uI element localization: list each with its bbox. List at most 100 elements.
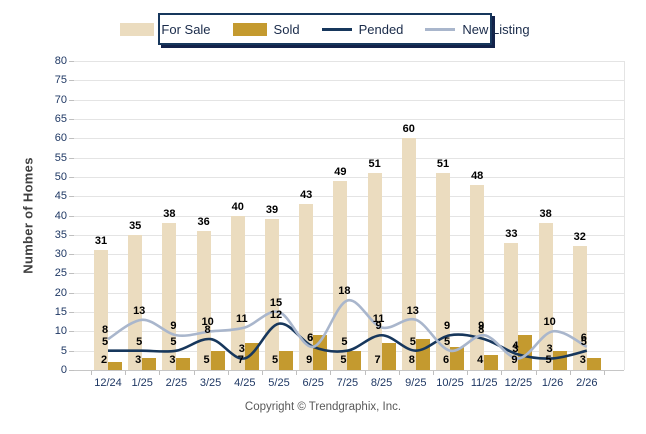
x-tick-label: 11/25: [470, 377, 498, 389]
sold-bar: [586, 358, 601, 370]
gridline: [74, 273, 624, 275]
for-sale-bar: [94, 250, 108, 370]
for-sale-value-label: 39: [265, 204, 279, 217]
sold-value-label: 7: [374, 354, 381, 366]
y-tick-mark: [69, 99, 74, 101]
pended-value-label: 4: [512, 339, 519, 352]
pended-value-label: 9: [375, 320, 382, 333]
y-tick-mark: [69, 118, 74, 120]
y-tick-label: 45: [54, 190, 67, 203]
x-tick-label: 3/25: [199, 377, 222, 389]
for-sale-value-label: 36: [197, 215, 210, 228]
y-tick-mark: [69, 176, 74, 178]
pended-value-label: 3: [546, 343, 553, 356]
gridline: [74, 80, 624, 82]
for-sale-value-label: 31: [94, 235, 108, 248]
x-tick-mark: [364, 371, 366, 375]
gridline: [74, 176, 624, 178]
legend: For Sale Sold Pended New Listing: [120, 13, 530, 45]
x-tick-label: 1/26: [541, 377, 564, 389]
x-tick-mark: [569, 371, 571, 375]
pended-value-label: 5: [101, 335, 109, 348]
y-tick-label: 50: [54, 170, 67, 183]
y-tick-mark: [69, 138, 74, 140]
pended-value-label: 9: [443, 320, 451, 333]
y-tick-label: 80: [54, 55, 67, 67]
x-tick-label: 5/25: [268, 377, 290, 389]
x-tick-mark: [159, 371, 161, 375]
for-sale-value-label: 51: [436, 158, 450, 170]
new-listing-value-label: 5: [443, 335, 451, 348]
for-sale-value-label: 38: [163, 208, 176, 221]
x-tick-mark: [261, 371, 263, 375]
y-tick-label: 0: [60, 364, 67, 376]
y-tick-label: 5: [60, 344, 67, 357]
sold-swatch-icon: [232, 22, 267, 36]
gridline: [74, 234, 624, 236]
for-sale-value-label: 43: [300, 188, 313, 201]
pended-value-label: 5: [341, 335, 348, 348]
sold-value-label: 3: [169, 354, 176, 366]
for-sale-value-label: 51: [368, 158, 381, 170]
gridline: [74, 370, 624, 371]
sold-value-label: 3: [579, 354, 586, 366]
x-tick-label: 2/26: [576, 377, 598, 389]
new-listing-value-label: 10: [201, 316, 214, 329]
for-sale-value-label: 49: [334, 165, 347, 178]
y-tick-mark: [69, 215, 74, 217]
y-tick-label: 10: [54, 325, 67, 338]
sold-value-label: 5: [203, 354, 210, 366]
y-tick-label: 70: [54, 93, 67, 106]
gridline: [74, 61, 624, 62]
legend-item-for-sale: For Sale: [120, 22, 211, 37]
y-tick-label: 25: [54, 267, 67, 280]
y-tick-label: 15: [54, 306, 67, 319]
gridline: [74, 118, 624, 120]
sold-bar: [176, 358, 191, 370]
legend-item-new-listing: New Listing: [425, 21, 530, 37]
y-tick-mark: [69, 370, 74, 371]
new-listing-value-label: 8: [101, 324, 109, 337]
pended-value-label: 6: [307, 331, 314, 344]
new-listing-value-label: 6: [580, 331, 587, 344]
y-tick-label: 30: [54, 248, 67, 261]
plot-right-edge: [624, 61, 625, 370]
x-tick-mark: [603, 371, 605, 375]
new-listing-value-label: 13: [406, 304, 419, 317]
for-sale-value-label: 32: [573, 231, 586, 244]
new-listing-value-label: 18: [338, 285, 351, 298]
pended-value-label: 5: [409, 335, 416, 348]
pended-line-swatch-icon: [321, 27, 352, 31]
y-tick-mark: [69, 157, 74, 159]
pended-value-label: 8: [204, 324, 211, 337]
x-tick-mark: [125, 371, 127, 375]
y-tick-label: 35: [54, 228, 67, 241]
for-sale-value-label: 60: [402, 123, 415, 136]
sold-value-label: 5: [271, 354, 279, 366]
x-tick-mark: [330, 371, 332, 375]
y-tick-mark: [69, 61, 74, 62]
x-tick-label: 2/25: [165, 377, 188, 389]
x-tick-label: 12/24: [94, 377, 122, 389]
y-tick-mark: [69, 273, 74, 275]
y-tick-label: 60: [54, 132, 67, 145]
gridline: [74, 157, 624, 159]
legend-label-sold: Sold: [273, 21, 300, 37]
new-listing-line-swatch-icon: [425, 27, 456, 31]
sold-value-label: 5: [545, 354, 552, 366]
y-tick-mark: [69, 331, 74, 333]
for-sale-value-label: 38: [539, 208, 552, 221]
legend-item-pended: Pended: [321, 21, 404, 37]
new-listing-value-label: 6: [307, 331, 314, 344]
x-tick-mark: [398, 371, 400, 375]
legend-label-pended: Pended: [358, 21, 404, 37]
new-listing-value-label: 10: [543, 316, 556, 329]
y-tick-mark: [69, 196, 74, 198]
x-tick-label: 4/25: [234, 377, 256, 389]
pended-value-label: 8: [478, 324, 485, 337]
legend-label-new-listing: New Listing: [462, 21, 530, 37]
x-tick-mark: [227, 371, 229, 375]
new-listing-value-label: 9: [478, 320, 485, 333]
